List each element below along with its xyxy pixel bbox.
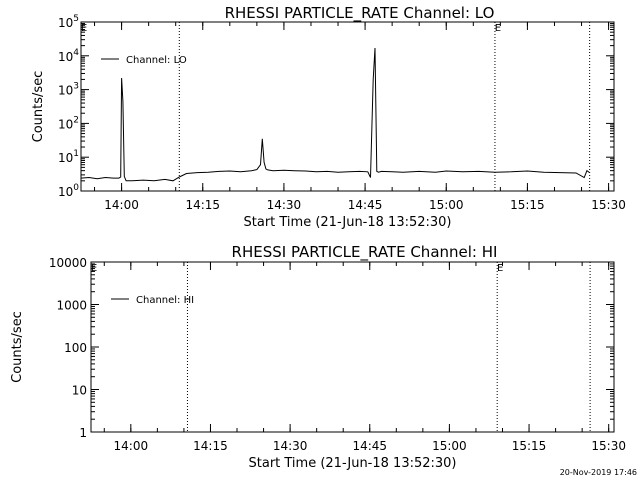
chart-title: RHESSI PARTICLE_RATE Channel: LO	[225, 4, 495, 23]
legend-label: Channel: LO	[126, 55, 187, 66]
x-axis-label: Start Time (21-Jun-18 13:52:30)	[244, 215, 452, 230]
x-tick-label: 14:45	[348, 198, 383, 212]
series-line	[80, 47, 590, 182]
y-axis-label: Counts/sec	[31, 71, 46, 143]
x-tick-label: 15:00	[432, 439, 467, 453]
chart-title: RHESSI PARTICLE_RATE Channel: HI	[232, 243, 498, 262]
y-tick-label: 104	[58, 48, 79, 64]
plot-frame	[90, 261, 615, 433]
x-tick-label: 14:00	[104, 198, 139, 212]
e-marker-label: E	[91, 263, 97, 274]
y-axis-label: Counts/sec	[10, 311, 25, 383]
x-tick-label: 15:15	[510, 198, 545, 212]
y-tick-label: 10000	[49, 256, 87, 270]
x-tick-label: 14:45	[352, 439, 387, 453]
e-marker-label: E	[495, 23, 501, 34]
x-tick-label: 14:15	[193, 439, 228, 453]
x-tick-label: 14:00	[114, 439, 149, 453]
x-tick-label: 15:30	[591, 198, 626, 212]
e-marker-label: E	[81, 23, 87, 34]
y-tick-label: 1000	[56, 299, 87, 313]
legend-label: Channel: HI	[136, 295, 194, 306]
y-tick-label: 10	[72, 384, 87, 398]
y-tick-label: 101	[58, 149, 79, 165]
y-tick-label: 105	[58, 14, 79, 30]
x-tick-label: 14:30	[267, 198, 302, 212]
x-axis-label: Start Time (21-Jun-18 13:52:30)	[249, 456, 457, 471]
x-tick-label: 15:15	[512, 439, 547, 453]
y-tick-label: 100	[64, 341, 87, 355]
chart-panel-1: RHESSI PARTICLE_RATE Channel: LO Start Ti…	[31, 4, 626, 230]
x-tick-label: 14:30	[273, 439, 308, 453]
e-marker-label: E	[497, 263, 503, 274]
x-tick-label: 14:15	[185, 198, 220, 212]
y-tick-label: 1	[79, 426, 87, 440]
y-tick-label: 102	[58, 115, 79, 131]
plot-frame	[80, 21, 615, 192]
chart-panel-2: RHESSI PARTICLE_RATE Channel: HI Start Ti…	[10, 243, 626, 471]
x-tick-label: 15:00	[429, 198, 464, 212]
y-tick-label: 103	[58, 82, 79, 98]
footer-timestamp: 20-Nov-2019 17:46	[560, 468, 637, 477]
x-tick-label: 15:30	[591, 439, 626, 453]
y-tick-label: 100	[58, 183, 79, 199]
